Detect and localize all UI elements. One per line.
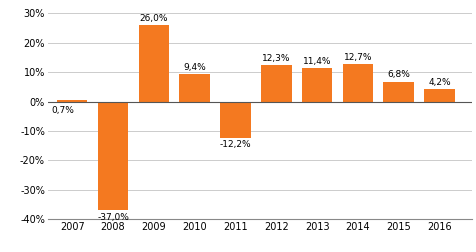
Text: 0,7%: 0,7%	[51, 106, 74, 115]
Bar	[220, 102, 250, 138]
Bar	[57, 100, 87, 102]
Text: 4,2%: 4,2%	[427, 78, 450, 87]
Text: -12,2%: -12,2%	[219, 140, 251, 149]
Text: 12,7%: 12,7%	[343, 53, 371, 62]
Bar	[138, 25, 169, 102]
Text: 9,4%: 9,4%	[183, 63, 206, 72]
Bar	[98, 102, 128, 210]
Text: 6,8%: 6,8%	[387, 70, 409, 79]
Bar	[179, 74, 209, 102]
Bar	[423, 89, 454, 102]
Text: -37,0%: -37,0%	[97, 213, 129, 222]
Bar	[383, 82, 413, 102]
Bar	[301, 68, 332, 102]
Bar	[260, 66, 291, 102]
Text: 26,0%: 26,0%	[139, 14, 168, 23]
Bar	[342, 64, 372, 102]
Text: 12,3%: 12,3%	[261, 54, 290, 63]
Text: 11,4%: 11,4%	[302, 57, 331, 66]
